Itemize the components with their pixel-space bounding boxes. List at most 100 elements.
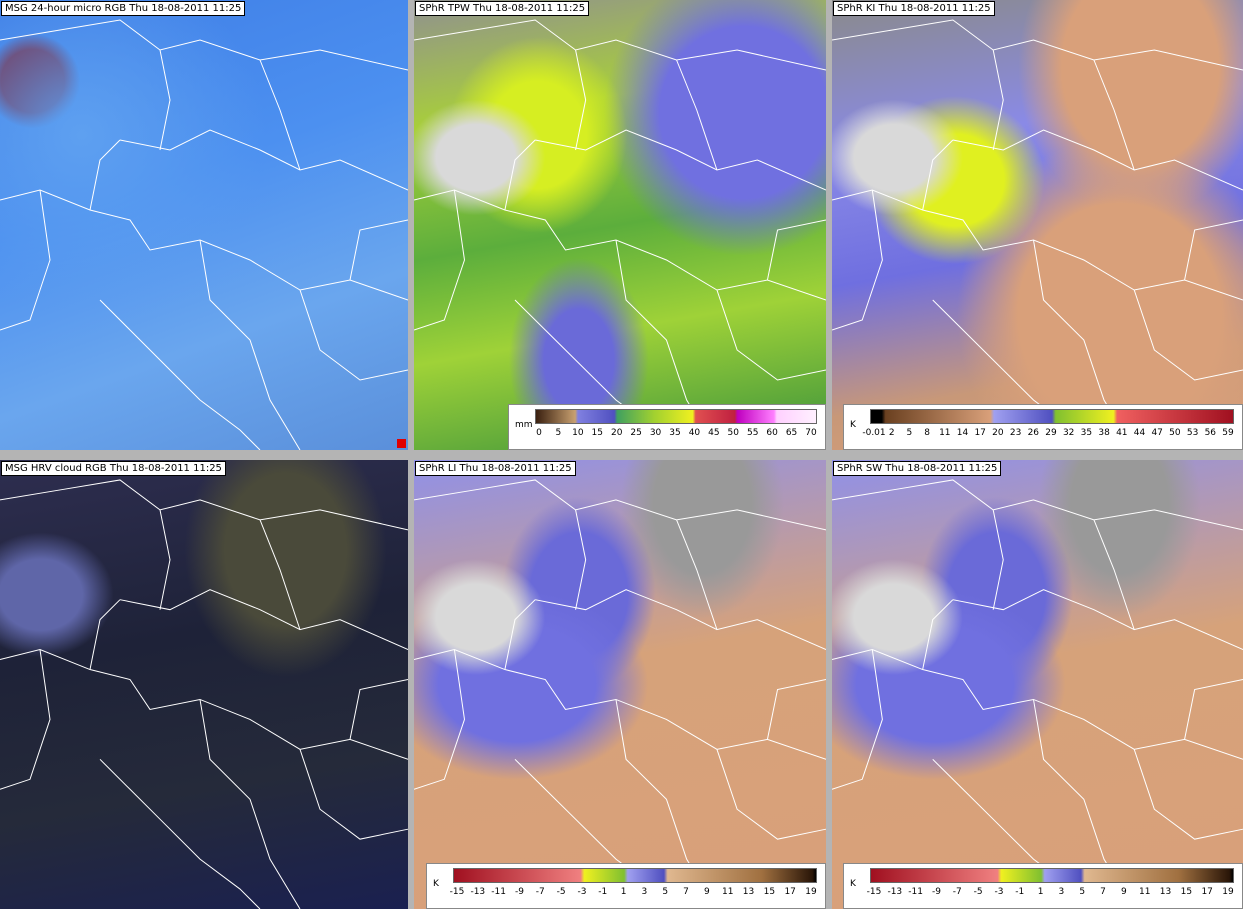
colorbar-tick-label: 3 bbox=[641, 887, 648, 897]
colorbar-unit: K bbox=[850, 420, 856, 430]
colorbar-tick-label: 60 bbox=[766, 428, 778, 438]
colorbar-tick-label: 50 bbox=[1169, 428, 1181, 438]
colorbar-tick-label: 50 bbox=[727, 428, 740, 438]
country-borders bbox=[414, 0, 826, 450]
colorbar-tick-label: 5 bbox=[555, 428, 562, 438]
colorbar-tick-label: 17 bbox=[784, 887, 796, 897]
colorbar-tick-label: 35 bbox=[669, 428, 681, 438]
colorbar-tick-label: -15 bbox=[449, 887, 465, 897]
colorbar-tick-label: -7 bbox=[535, 887, 545, 897]
map-panel: MSG 24-hour micro RGB Thu 18-08-2011 11:… bbox=[0, 0, 408, 450]
panel-title: MSG 24-hour micro RGB Thu 18-08-2011 11:… bbox=[1, 1, 246, 16]
colorbar-tick-label: 47 bbox=[1151, 428, 1163, 438]
panel-title: SPhR LI Thu 18-08-2011 11:25 bbox=[415, 461, 576, 476]
colorbar-tick-label: -5 bbox=[973, 887, 983, 897]
colorbar-tick-label: 9 bbox=[704, 887, 710, 897]
colorbar-tick-label: 9 bbox=[1121, 887, 1127, 897]
colorbar-tick-label: 32 bbox=[1062, 428, 1075, 438]
colorbar-legend: K -15 -13 -11 -9 -7 -5 -3 -1 1 3 5 7 9 11 13 15 17 19 bbox=[426, 863, 826, 909]
colorbar-legend: mm 0 5 10 15 20 25 30 35 40 45 50 55 60 65 70 bbox=[508, 404, 826, 450]
colorbar-tick-label: 7 bbox=[683, 887, 689, 897]
colorbar-tick-label: 8 bbox=[924, 428, 930, 438]
map-panel: MSG HRV cloud RGB Thu 18-08-2011 11:25 bbox=[0, 460, 408, 909]
country-borders bbox=[832, 0, 1243, 450]
colorbar-tick-label: -9 bbox=[931, 887, 941, 897]
colorbar-tick-label: 65 bbox=[785, 428, 798, 438]
colorbar-tick-label: 20 bbox=[992, 428, 1004, 438]
colorbar-tick-label: 38 bbox=[1098, 428, 1110, 438]
colorbar-tick-label: 1 bbox=[1037, 887, 1044, 897]
panel-title: SPhR SW Thu 18-08-2011 11:25 bbox=[833, 461, 1002, 476]
colorbar-tick-label: 14 bbox=[956, 428, 969, 438]
colorbar-tick-label: 45 bbox=[708, 428, 720, 438]
colorbar-tick-label: -5 bbox=[556, 887, 566, 897]
country-borders bbox=[832, 460, 1243, 909]
colorbar-tick-label: 11 bbox=[939, 428, 951, 438]
colorbar-tick-label: 70 bbox=[805, 428, 817, 438]
map-panel: SPhR LI Thu 18-08-2011 11:25 K -15 -13 -11 -9… bbox=[414, 460, 826, 909]
colorbar-tick-label: -11 bbox=[491, 887, 506, 897]
colorbar-unit: K bbox=[433, 879, 439, 889]
colorbar-tick-label: -3 bbox=[994, 887, 1004, 897]
colorbar-tick-label: 30 bbox=[649, 428, 662, 438]
colorbar-tick-label: 10 bbox=[572, 428, 584, 438]
colorbar-tick-label: -13 bbox=[887, 887, 903, 897]
colorbar-tick-label: 11 bbox=[1138, 887, 1151, 897]
colorbar-tick-label: -9 bbox=[514, 887, 524, 897]
colorbar bbox=[535, 409, 817, 424]
country-borders bbox=[0, 460, 408, 909]
colorbar-tick-label: 55 bbox=[746, 428, 759, 438]
colorbar-tick-label: 13 bbox=[742, 887, 755, 897]
colorbar-tick-label: 11 bbox=[721, 887, 734, 897]
colorbar-unit: mm bbox=[515, 420, 533, 430]
colorbar-tick-label: 53 bbox=[1186, 428, 1199, 438]
panel-title: SPhR TPW Thu 18-08-2011 11:25 bbox=[415, 1, 590, 16]
map-panel: SPhR KI Thu 18-08-2011 11:25 K -0.01 2 5 8 11 1… bbox=[832, 0, 1243, 450]
colorbar-tick-label: 25 bbox=[630, 428, 642, 438]
map-panel: SPhR SW Thu 18-08-2011 11:25 K -15 -13 -11 -9… bbox=[832, 460, 1243, 909]
colorbar-tick-label: -1 bbox=[598, 887, 608, 897]
colorbar-tick-label: 3 bbox=[1058, 887, 1065, 897]
colorbar-tick-label: 2 bbox=[888, 428, 895, 438]
colorbar-tick-label: 41 bbox=[1116, 428, 1128, 438]
colorbar-tick-label: 19 bbox=[805, 887, 817, 897]
colorbar-tick-label: 1 bbox=[620, 887, 627, 897]
map-panel: SPhR TPW Thu 18-08-2011 11:25 mm 0 5 10 15 20 2… bbox=[414, 0, 826, 450]
colorbar-tick-label: 15 bbox=[763, 887, 776, 897]
marker bbox=[397, 439, 406, 448]
country-borders bbox=[0, 0, 408, 450]
colorbar-tick-label: 59 bbox=[1222, 428, 1234, 438]
colorbar-tick-label: 35 bbox=[1080, 428, 1093, 438]
colorbar-tick-label: 40 bbox=[688, 428, 701, 438]
colorbar-tick-label: 5 bbox=[662, 887, 669, 897]
colorbar-tick-label: -0.01 bbox=[862, 428, 886, 438]
colorbar-tick-label: -15 bbox=[866, 887, 882, 897]
colorbar-tick-label: -3 bbox=[577, 887, 587, 897]
colorbar-tick-label: -1 bbox=[1015, 887, 1025, 897]
colorbar-tick-label: 19 bbox=[1222, 887, 1234, 897]
colorbar-tick-label: 15 bbox=[591, 428, 604, 438]
colorbar-tick-label: 26 bbox=[1027, 428, 1040, 438]
colorbar-tick-label: 20 bbox=[610, 428, 623, 438]
colorbar-tick-label: 15 bbox=[1180, 887, 1193, 897]
panel-title: MSG HRV cloud RGB Thu 18-08-2011 11:25 bbox=[1, 461, 226, 476]
panel-title: SPhR KI Thu 18-08-2011 11:25 bbox=[833, 1, 995, 16]
colorbar-tick-label: 13 bbox=[1159, 887, 1172, 897]
colorbar-legend: K -15 -13 -11 -9 -7 -5 -3 -1 1 3 5 7 9 11 13 15 17 19 bbox=[843, 863, 1243, 909]
colorbar-tick-label: 29 bbox=[1045, 428, 1057, 438]
colorbar bbox=[870, 868, 1234, 883]
colorbar-tick-label: 5 bbox=[906, 428, 913, 438]
colorbar-legend: K -0.01 2 5 8 11 14 17 20 23 26 29 32 35 38 41 44 47 50 53 5… bbox=[843, 404, 1243, 450]
colorbar-tick-label: 56 bbox=[1204, 428, 1217, 438]
colorbar-tick-label: -11 bbox=[908, 887, 923, 897]
colorbar-unit: K bbox=[850, 879, 856, 889]
colorbar-tick-label: -7 bbox=[952, 887, 962, 897]
colorbar-tick-label: 7 bbox=[1100, 887, 1106, 897]
colorbar-tick-label: 44 bbox=[1133, 428, 1146, 438]
colorbar-tick-label: 17 bbox=[1201, 887, 1213, 897]
colorbar bbox=[870, 409, 1234, 424]
country-borders bbox=[414, 460, 826, 909]
colorbar-tick-label: -13 bbox=[470, 887, 486, 897]
colorbar-tick-label: 5 bbox=[1079, 887, 1086, 897]
